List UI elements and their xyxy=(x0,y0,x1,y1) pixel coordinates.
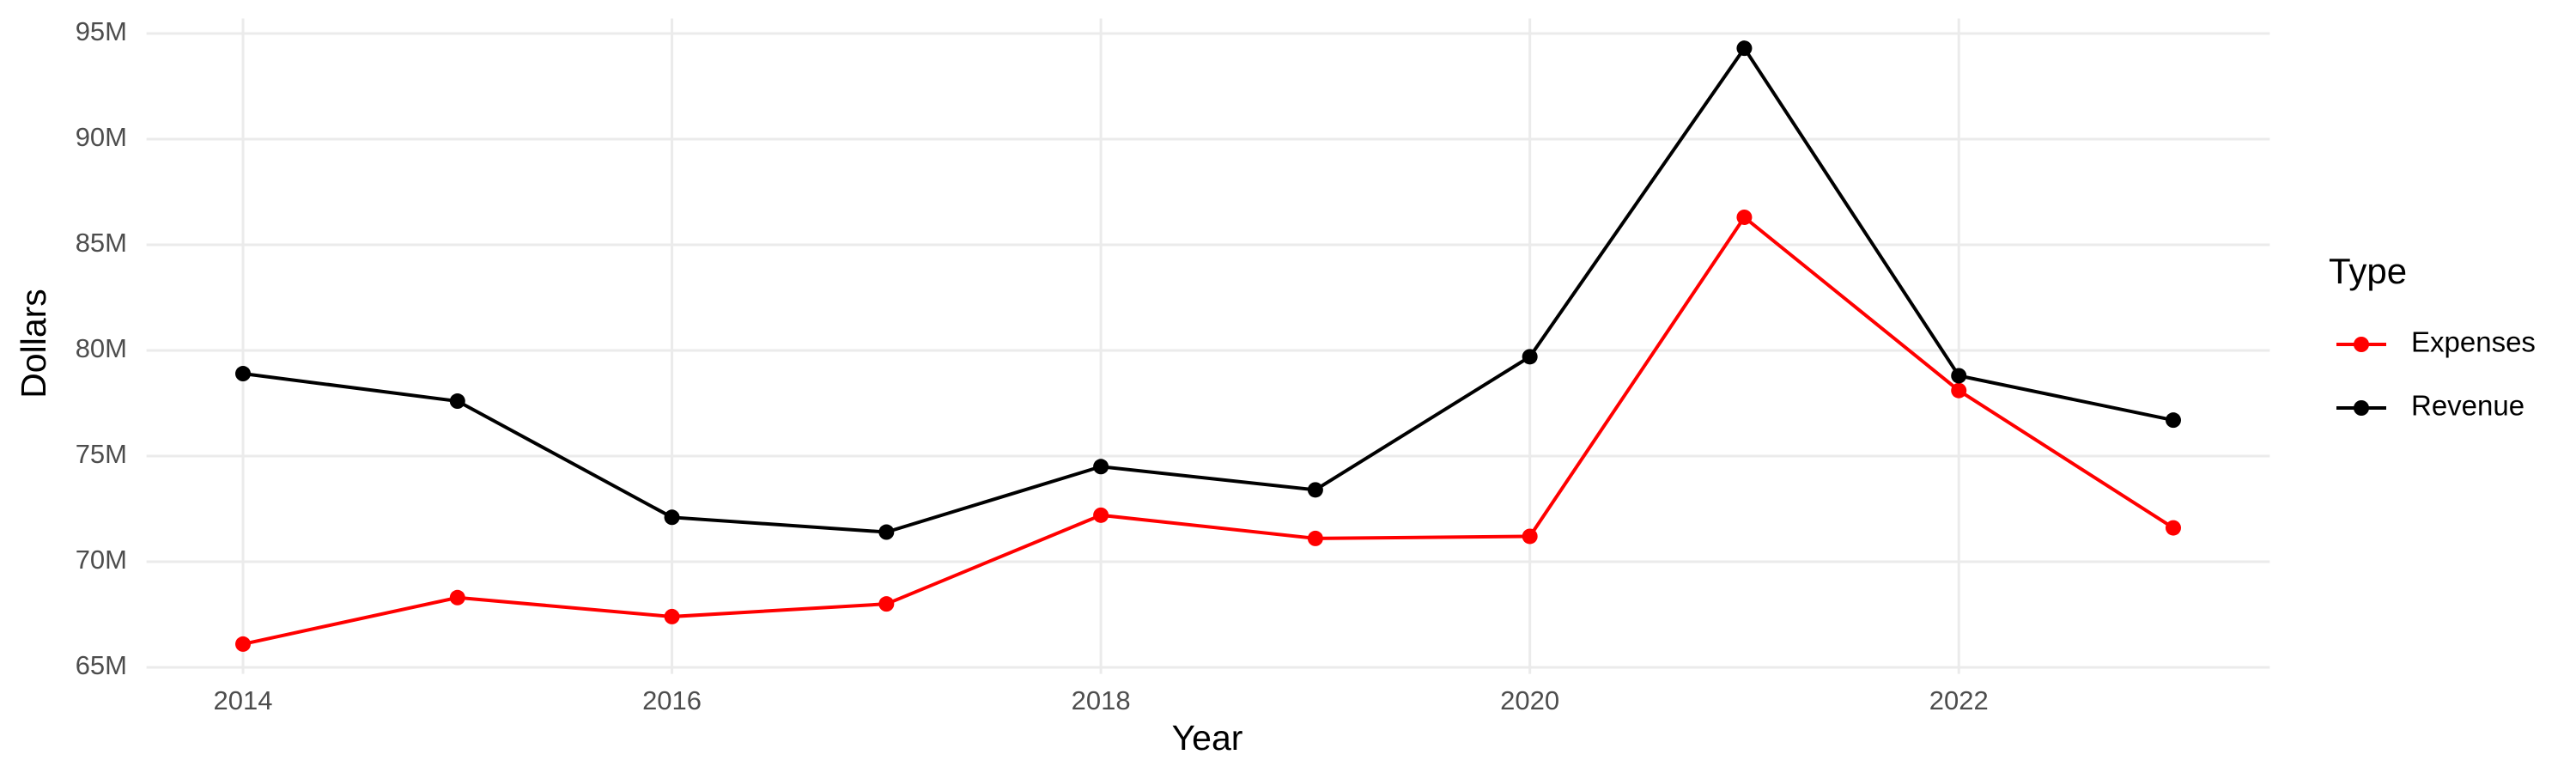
x-tick-label: 2016 xyxy=(642,685,702,715)
data-point xyxy=(1522,349,1538,365)
x-tick-label: 2022 xyxy=(1929,685,1989,715)
data-point xyxy=(1093,459,1109,475)
data-point xyxy=(878,596,895,612)
legend-label: Revenue xyxy=(2411,390,2524,422)
y-tick-label: 70M xyxy=(76,545,127,575)
data-point xyxy=(2166,520,2181,536)
data-point xyxy=(1307,530,1323,546)
y-tick-label: 75M xyxy=(76,439,127,469)
legend-point xyxy=(2354,400,2369,416)
y-tick-label: 90M xyxy=(76,122,127,152)
x-tick-label: 2018 xyxy=(1072,685,1131,715)
data-point xyxy=(664,509,680,526)
legend-title: Type xyxy=(2329,251,2407,291)
data-point xyxy=(1951,382,1967,399)
data-point xyxy=(1307,482,1323,498)
series-line xyxy=(242,45,2174,534)
data-point xyxy=(1522,528,1538,545)
data-point xyxy=(449,393,465,410)
data-point xyxy=(449,589,465,606)
data-point xyxy=(664,608,680,624)
data-point xyxy=(1951,368,1967,384)
legend-label: Expenses xyxy=(2411,326,2536,358)
data-point xyxy=(878,524,895,540)
x-tick-label: 2014 xyxy=(214,685,273,715)
series-line xyxy=(242,215,2175,646)
y-axis-title: Dollars xyxy=(14,289,53,399)
y-tick-label: 85M xyxy=(76,228,127,258)
data-point xyxy=(235,636,251,652)
x-tick-label: 2020 xyxy=(1500,685,1559,715)
y-tick-label: 65M xyxy=(76,650,127,680)
y-tick-label: 95M xyxy=(76,16,127,46)
data-point xyxy=(1736,40,1753,57)
y-tick-label: 80M xyxy=(76,333,127,363)
data-point xyxy=(1093,507,1109,523)
legend-point xyxy=(2354,337,2369,352)
data-point xyxy=(1736,209,1753,225)
data-point xyxy=(235,366,251,382)
data-point xyxy=(2166,412,2181,429)
x-axis-title: Year xyxy=(1172,718,1243,758)
